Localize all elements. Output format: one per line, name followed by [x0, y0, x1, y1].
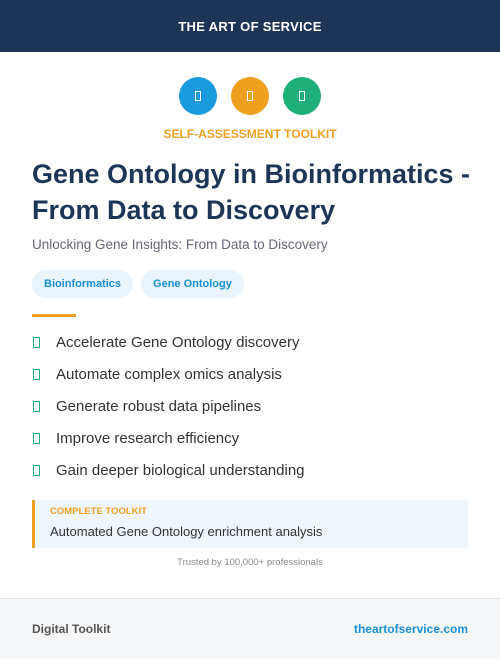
feature-text: Automate complex omics analysis — [56, 365, 282, 383]
check-icon — [33, 432, 40, 444]
callout: COMPLETE TOOLKIT Automated Gene Ontology… — [32, 500, 468, 548]
tags: Bioinformatics Gene Ontology — [32, 270, 244, 298]
footer: Digital Toolkit theartofservice.com — [0, 598, 500, 659]
footer-label: Digital Toolkit — [32, 622, 111, 636]
feature-item: Accelerate Gene Ontology discovery — [32, 326, 305, 358]
check-icon — [33, 400, 40, 412]
tag: Gene Ontology — [141, 270, 244, 298]
check-icon — [33, 368, 40, 380]
icon-row — [0, 77, 500, 115]
feature-text: Gain deeper biological understanding — [56, 461, 305, 479]
icon — [283, 77, 321, 115]
feature-text: Improve research efficiency — [56, 429, 240, 447]
feature-item: Improve research efficiency — [32, 422, 305, 454]
header-title: THE ART OF SERVICE — [178, 18, 322, 34]
check-icon — [33, 336, 40, 348]
callout-label: COMPLETE TOOLKIT — [50, 506, 147, 517]
icon — [231, 77, 269, 115]
title: Gene Ontology in Bioinformatics - From D… — [32, 159, 471, 225]
check-icon — [33, 464, 40, 476]
tag: Bioinformatics — [32, 270, 134, 298]
feature-item: Generate robust data pipelines — [32, 390, 305, 422]
feature-text: Generate robust data pipelines — [56, 397, 262, 415]
feature-list: Accelerate Gene Ontology discovery Automa… — [32, 326, 305, 486]
feature-text: Accelerate Gene Ontology discovery — [56, 333, 300, 351]
trust-note: Trusted by 100,000+ professionals — [177, 557, 323, 568]
divider — [32, 314, 76, 317]
feature-item: Gain deeper biological understanding — [32, 454, 305, 486]
subtitle: Unlocking Gene Insights: From Data to Di… — [32, 237, 328, 252]
badge: SELF-ASSESSMENT TOOLKIT — [163, 127, 337, 141]
feature-item: Automate complex omics analysis — [32, 358, 305, 390]
callout-text: Automated Gene Ontology enrichment analy… — [50, 524, 323, 539]
footer-link[interactable]: theartofservice.com — [353, 622, 468, 636]
icon — [179, 77, 217, 115]
header: THE ART OF SERVICE — [0, 0, 500, 52]
